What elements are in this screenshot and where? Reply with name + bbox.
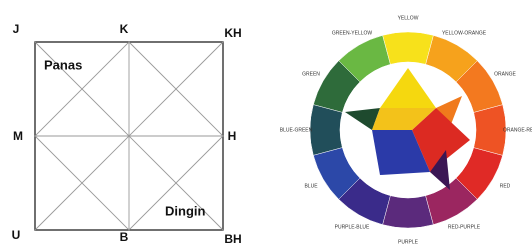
wheel-label: YELLOW-ORANGE — [442, 30, 487, 36]
point-label: BH — [224, 232, 241, 246]
color-wheel — [310, 32, 506, 228]
wheel-label: ORANGE-RED — [503, 127, 532, 133]
wheel-label: YELLOW — [398, 15, 419, 21]
point-label: J — [13, 22, 20, 36]
point-label: U — [12, 228, 21, 242]
star-yellow — [380, 68, 436, 108]
point-label: KH — [224, 26, 241, 40]
page: J K KH M H U B BH Panas Dingin YELLOW YEL… — [0, 0, 532, 248]
wheel-label: BLUE — [304, 183, 318, 189]
wheel-label: PURPLE-BLUE — [335, 224, 370, 230]
wheel-label: PURPLE — [398, 239, 419, 245]
point-label: B — [120, 230, 129, 244]
region-label: Panas — [44, 57, 82, 72]
wheel-label: RED-PURPLE — [448, 224, 481, 230]
wheel-segment — [310, 105, 342, 156]
point-label: K — [120, 22, 129, 36]
wheel-segment — [383, 32, 434, 64]
point-label: M — [13, 129, 23, 143]
wheel-label: GREEN-YELLOW — [332, 30, 373, 36]
square-diagram: J K KH M H U B BH Panas Dingin — [12, 22, 242, 246]
wheel-label: BLUE-GREEN — [280, 127, 313, 133]
wheel-label: ORANGE — [494, 71, 516, 77]
region-label: Dingin — [165, 203, 205, 218]
wheel-label: RED — [500, 183, 511, 189]
wheel-segment — [383, 196, 434, 228]
wheel-segment — [474, 105, 506, 156]
wheel-label: GREEN — [302, 71, 320, 77]
point-label: H — [228, 129, 237, 143]
